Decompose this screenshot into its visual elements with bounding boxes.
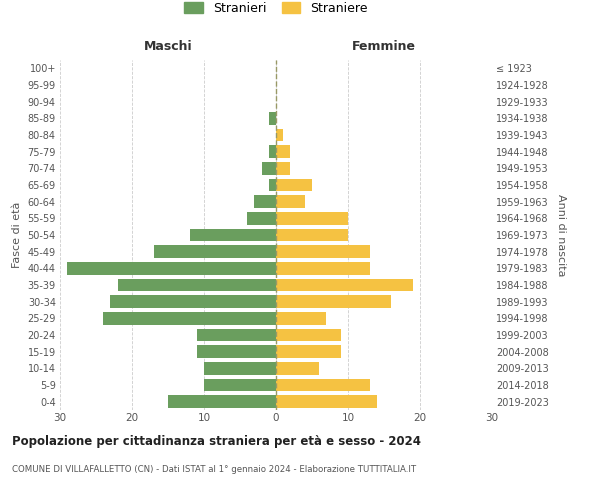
Text: Femmine: Femmine — [352, 40, 416, 54]
Bar — [276, 346, 341, 358]
Bar — [276, 379, 370, 391]
Bar — [190, 229, 276, 241]
Bar — [269, 146, 276, 158]
Bar — [276, 162, 290, 174]
Bar — [67, 262, 276, 274]
Bar — [276, 296, 391, 308]
Bar — [276, 396, 377, 408]
Bar — [276, 212, 348, 224]
Y-axis label: Anni di nascita: Anni di nascita — [556, 194, 566, 276]
Bar — [269, 112, 276, 124]
Bar — [103, 312, 276, 324]
Bar — [276, 246, 370, 258]
Text: Maschi: Maschi — [143, 40, 193, 54]
Bar — [154, 246, 276, 258]
Bar — [254, 196, 276, 208]
Bar — [197, 346, 276, 358]
Bar — [276, 179, 312, 192]
Bar — [276, 196, 305, 208]
Text: COMUNE DI VILLAFALLETTO (CN) - Dati ISTAT al 1° gennaio 2024 - Elaborazione TUTT: COMUNE DI VILLAFALLETTO (CN) - Dati ISTA… — [12, 465, 416, 474]
Y-axis label: Fasce di età: Fasce di età — [12, 202, 22, 268]
Bar — [204, 362, 276, 374]
Bar — [262, 162, 276, 174]
Bar — [276, 279, 413, 291]
Bar — [276, 229, 348, 241]
Text: Popolazione per cittadinanza straniera per età e sesso - 2024: Popolazione per cittadinanza straniera p… — [12, 435, 421, 448]
Bar — [110, 296, 276, 308]
Bar — [204, 379, 276, 391]
Legend: Stranieri, Straniere: Stranieri, Straniere — [181, 0, 371, 19]
Bar — [276, 362, 319, 374]
Bar — [276, 146, 290, 158]
Bar — [247, 212, 276, 224]
Bar — [168, 396, 276, 408]
Bar — [276, 262, 370, 274]
Bar — [276, 312, 326, 324]
Bar — [269, 179, 276, 192]
Bar — [276, 129, 283, 141]
Bar — [118, 279, 276, 291]
Bar — [197, 329, 276, 341]
Bar — [276, 329, 341, 341]
